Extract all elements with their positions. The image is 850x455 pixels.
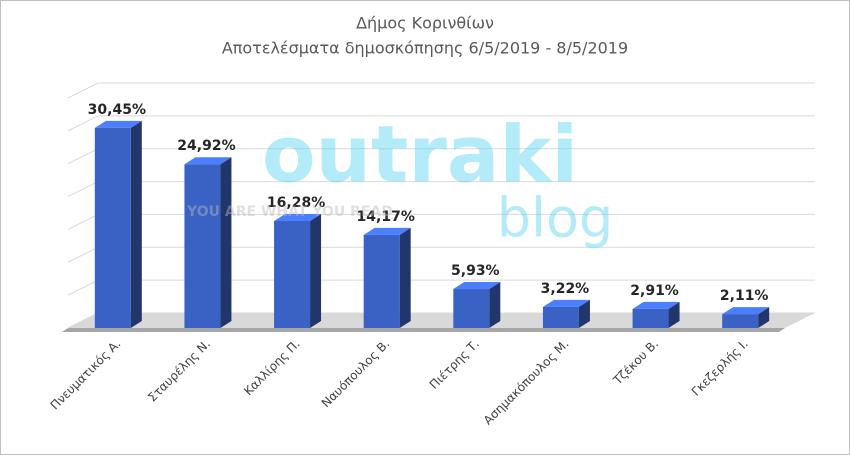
grid-line xyxy=(67,82,815,99)
value-label: 14,17% xyxy=(357,209,415,225)
chart-title: Δήμος Κορινθίων xyxy=(356,14,494,33)
bar xyxy=(722,314,759,328)
plot-area: 30,45%Πνευματικός Α.24,92%Σταυρέλης Ν.16… xyxy=(48,82,815,427)
bar-side xyxy=(220,157,232,328)
bar-top xyxy=(453,282,501,290)
value-label: 24,92% xyxy=(177,138,235,154)
value-label: 5,93% xyxy=(451,263,500,279)
value-label: 2,11% xyxy=(720,288,769,304)
bar-top xyxy=(542,299,590,307)
chart-subtitle: Αποτελέσματα δημοσκόπησης 6/5/2019 - 8/5… xyxy=(222,39,628,58)
floor-edge xyxy=(62,328,785,332)
bar-side xyxy=(130,120,142,329)
bar-top xyxy=(184,157,232,165)
bar xyxy=(632,308,669,328)
bar xyxy=(453,289,490,328)
watermark-text: outraki xyxy=(262,110,578,200)
watermark-subtext: blog xyxy=(497,187,614,250)
bar xyxy=(542,306,579,328)
bar-side xyxy=(489,282,501,328)
watermark: outraki blog YOU ARE WHAT YOU READ xyxy=(186,110,613,249)
bar xyxy=(94,127,131,329)
value-label: 2,91% xyxy=(630,283,679,299)
grid-line xyxy=(67,115,815,132)
bar-side xyxy=(758,307,770,328)
bar-top xyxy=(722,307,770,315)
bar-top xyxy=(94,120,142,128)
value-label: 30,45% xyxy=(88,102,146,118)
bar-side xyxy=(399,227,411,328)
bar-top xyxy=(632,301,680,309)
bar-top xyxy=(274,214,322,222)
value-label: 3,22% xyxy=(541,281,590,297)
value-label: 16,28% xyxy=(267,195,325,211)
bar xyxy=(184,164,221,328)
bar-side xyxy=(578,299,590,328)
bar-side xyxy=(668,301,680,328)
bar-top xyxy=(363,227,411,235)
bar xyxy=(274,221,311,328)
bar-side xyxy=(310,214,322,328)
bar xyxy=(363,234,400,328)
floor xyxy=(68,313,815,328)
watermark-tagline: YOU ARE WHAT YOU READ xyxy=(186,204,393,220)
